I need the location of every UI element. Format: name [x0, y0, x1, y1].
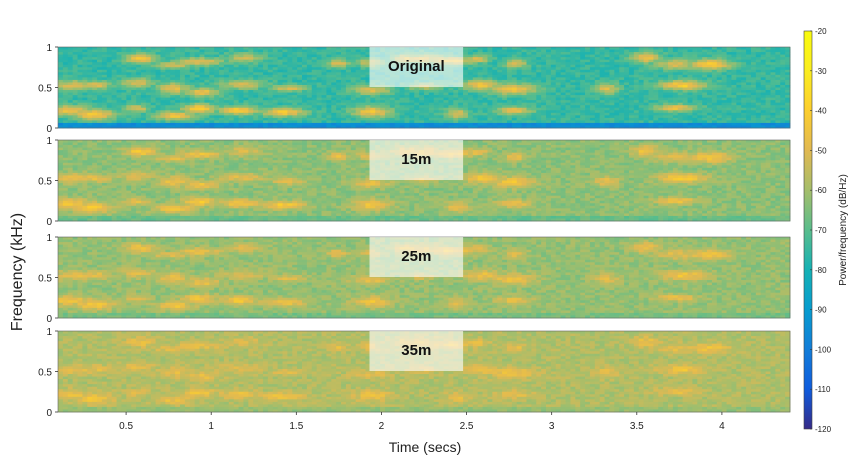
- colorbar-tick-label: -20: [815, 27, 827, 36]
- colorbar: -20 -30 -40 -50 -60 -70 -80 -90 -100 -110 -120: [803, 27, 832, 434]
- colorbar-tick-label: -120: [815, 425, 832, 434]
- panel-label: 35m: [401, 342, 431, 359]
- spectrogram-panel: 0 0.5 1 Original: [38, 43, 791, 135]
- panel-label: 25m: [401, 248, 431, 265]
- spectrogram-panels: 0 0.5 1 Original 0 0.5 1 15m 0 0.5 1 25m 0 0.5 1 35m: [38, 43, 791, 419]
- x-tick-label: 0.5: [119, 421, 133, 432]
- x-tick-label: 1.5: [289, 421, 303, 432]
- x-tick-label: 2.5: [460, 421, 474, 432]
- x-tick-label: 2: [379, 421, 385, 432]
- colorbar-title: Power/frequency (dB/Hz): [838, 174, 849, 286]
- colorbar-tick-label: -60: [815, 186, 827, 195]
- panel-label-box: [369, 140, 464, 180]
- spectrogram-panel: 0 0.5 1 15m: [38, 136, 791, 228]
- spectrogram-panel: 0 0.5 1 35m: [38, 327, 791, 419]
- y-tick-label: 0.5: [38, 274, 52, 285]
- y-tick-label: 0: [46, 124, 52, 135]
- y-tick-label: 0.5: [38, 84, 52, 95]
- y-tick-label: 1: [46, 233, 52, 244]
- y-tick-label: 0: [46, 217, 52, 228]
- y-tick-label: 1: [46, 43, 52, 54]
- y-tick-label: 0.5: [38, 368, 52, 379]
- colorbar-tick-label: -100: [815, 345, 832, 354]
- x-tick-label: 3.5: [630, 421, 644, 432]
- y-tick-label: 0: [46, 314, 52, 325]
- panel-label-box: [369, 237, 464, 277]
- x-axis-title: Time (secs): [389, 439, 462, 455]
- colorbar-tick-label: -30: [815, 67, 827, 76]
- x-tick-label: 1: [208, 421, 214, 432]
- y-axis-title: Frequency (kHz): [9, 213, 26, 331]
- y-tick-label: 1: [46, 327, 52, 338]
- x-axis: 0.5 1 1.5 2 2.5 3 3.5 4: [119, 412, 725, 432]
- panel-label-box: [369, 331, 464, 371]
- y-tick-label: 0.5: [38, 177, 52, 188]
- colorbar-tick-label: -90: [815, 306, 827, 315]
- x-tick-label: 4: [719, 421, 725, 432]
- colorbar-tick-label: -50: [815, 146, 827, 155]
- colorbar-tick-label: -110: [815, 385, 831, 394]
- y-tick-label: 1: [46, 136, 52, 147]
- colorbar-tick-label: -40: [815, 107, 827, 116]
- panel-label-box: [369, 47, 464, 87]
- colorbar-tick-label: -70: [815, 226, 827, 235]
- x-tick-label: 3: [549, 421, 555, 432]
- y-tick-label: 0: [46, 408, 52, 419]
- panel-label: 15m: [401, 151, 431, 168]
- panel-label: Original: [388, 58, 445, 75]
- spectrogram-panel: 0 0.5 1 25m: [38, 233, 791, 325]
- colorbar-tick-label: -80: [815, 266, 827, 275]
